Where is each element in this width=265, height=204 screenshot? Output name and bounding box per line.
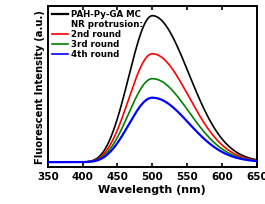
- Legend: PAH-Py-GA MC, NR protrusion:, 2nd round, 3rd round, 4th round: PAH-Py-GA MC, NR protrusion:, 2nd round,…: [51, 10, 144, 60]
- Y-axis label: Fluorescent Intensity (a.u.): Fluorescent Intensity (a.u.): [35, 10, 45, 164]
- X-axis label: Wavelength (nm): Wavelength (nm): [99, 185, 206, 195]
